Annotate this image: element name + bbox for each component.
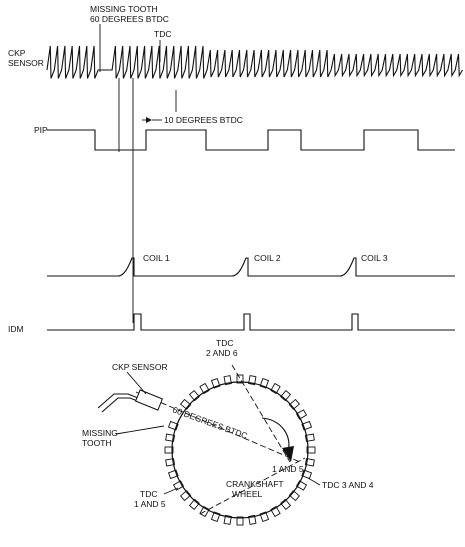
coil-2-label: COIL 2 — [254, 253, 281, 263]
tdc-3-4-pointer — [307, 477, 321, 486]
ckp-signal: CKP SENSOR — [8, 45, 463, 79]
sixty-degrees-label: 60 DEGREES BTDC — [171, 404, 249, 440]
ckp-sensor-label: CKP SENSOR — [112, 362, 168, 372]
tdc-top-label: TDC — [154, 29, 171, 39]
tdc-2-6-line — [231, 364, 291, 463]
coil-waveform — [47, 257, 455, 277]
sensor-head — [134, 389, 164, 411]
wheel-tooth — [236, 374, 244, 384]
tdc-1-5-label-line1: TDC — [140, 489, 157, 499]
pip-waveform — [47, 129, 455, 151]
pip-signal: PIP 10 DEGREES BTDC — [34, 115, 455, 151]
wheel-rim — [171, 381, 309, 519]
ckp-waveform — [46, 45, 463, 79]
missing-tooth-label-line2: TOOTH — [82, 438, 112, 448]
missing-tooth-label-line1: MISSING — [82, 428, 118, 438]
tdc-1-5-label-line2: 1 AND 5 — [134, 499, 166, 509]
pip-label: PIP — [34, 125, 48, 135]
wheel-tooth — [306, 446, 316, 454]
crankshaft-label-line2: WHEEL — [232, 489, 263, 499]
one-and-5-label: 1 AND 5 — [272, 464, 304, 474]
missing-tooth-top-line1: MISSING TOOTH — [90, 4, 158, 14]
idm-signal: IDM — [8, 313, 455, 334]
tdc-2-6-label-line2: 2 AND 6 — [206, 348, 238, 358]
ten-degree-arrowhead — [146, 117, 152, 123]
wheel-tooth — [164, 446, 174, 454]
ckp-sensor — [97, 371, 164, 413]
coil-3-label: COIL 3 — [361, 253, 388, 263]
crankshaft-wheel: CKP SENSOR MISSING TOOTH TDC 2 AND 6 60 … — [82, 338, 374, 526]
tdc-1-5-pointer — [163, 487, 179, 495]
sixty-degrees-line — [135, 391, 301, 463]
coil-signal: COIL 1 COIL 2 COIL 3 — [47, 253, 455, 277]
idm-label: IDM — [8, 324, 24, 334]
ckp-sensor-pointer — [126, 371, 147, 395]
idm-waveform — [47, 313, 455, 331]
rotation-arrowhead — [282, 446, 294, 462]
ten-degrees-label: 10 DEGREES BTDC — [164, 115, 243, 125]
tdc-3-4-label: TDC 3 AND 4 — [322, 480, 374, 490]
crankshaft-label-line1: CRANKSHAFT — [226, 479, 284, 489]
coil-1-label: COIL 1 — [143, 253, 170, 263]
ckp-label-line2: SENSOR — [8, 58, 44, 68]
wheel-tooth — [236, 516, 244, 526]
rotation-arrow-curve — [261, 417, 290, 453]
missing-tooth-pointer-wheel — [115, 425, 165, 435]
tdc-2-6-label-line1: TDC — [216, 338, 233, 348]
ckp-label-line1: CKP — [8, 48, 26, 58]
tdc-1-5-line — [199, 457, 306, 515]
missing-tooth-top-line2: 60 DEGREES BTDC — [90, 14, 169, 24]
top-annotations: MISSING TOOTH 60 DEGREES BTDC TDC — [90, 4, 177, 112]
